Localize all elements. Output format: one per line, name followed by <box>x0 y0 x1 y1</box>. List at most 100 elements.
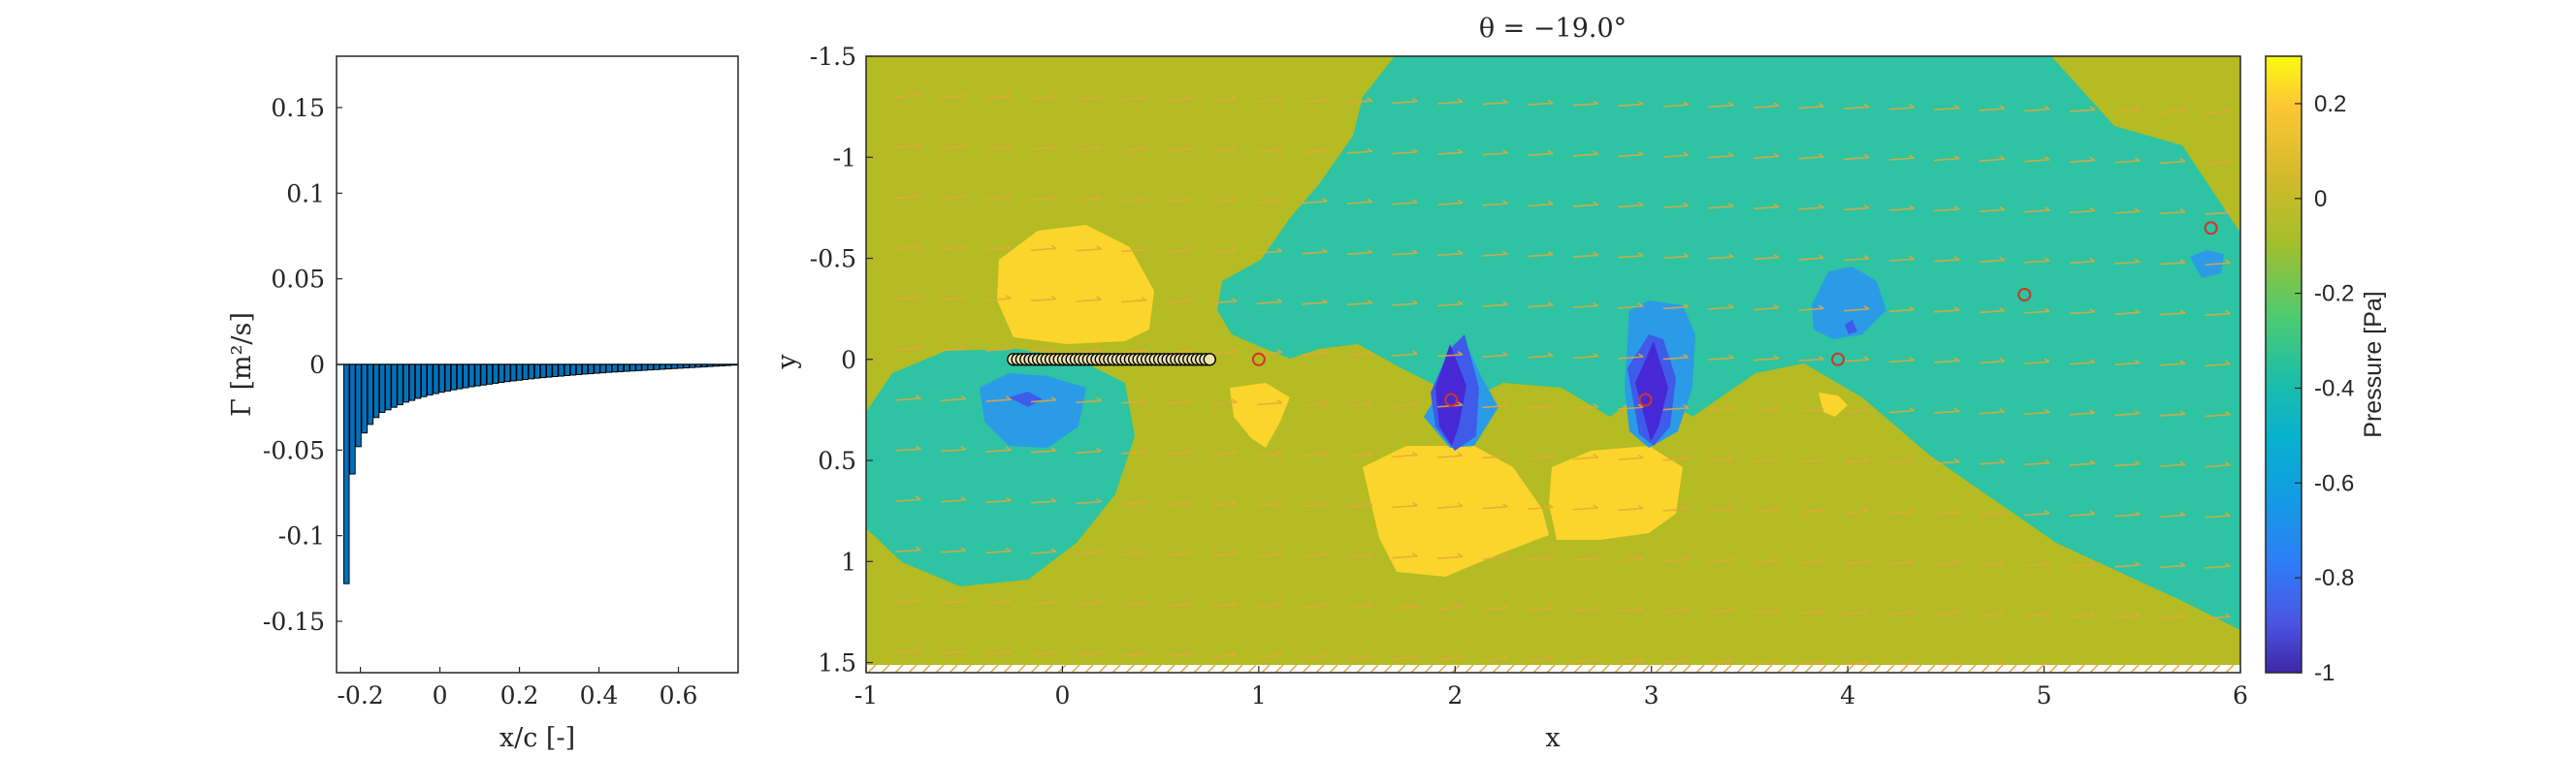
quiver-arrow <box>2159 160 2185 165</box>
quiver-arrow <box>1302 604 1328 609</box>
quiver-arrow <box>1346 301 1372 306</box>
quiver-arrow-head <box>1321 96 1328 102</box>
quiver-arrow-head <box>1141 296 1147 301</box>
quiver-arrow-head <box>1773 102 1780 107</box>
main-title: θ = −19.0° <box>1479 14 1626 44</box>
quiver-arrow <box>1437 555 1464 559</box>
quiver-arrow-head <box>1231 499 1238 505</box>
quiver-arrow-head <box>1412 350 1418 355</box>
circulation-bar <box>724 363 732 366</box>
quiver-arrow-head <box>1367 147 1373 152</box>
quiver-arrow-head <box>1727 657 1734 662</box>
quiver-arrow <box>1482 556 1508 560</box>
quiver-arrow <box>2205 615 2231 619</box>
quiver-arrow <box>895 195 921 200</box>
quiver-arrow-head <box>1006 92 1012 98</box>
quiver-arrow-head <box>1276 500 1283 505</box>
circulation-bar <box>588 363 595 375</box>
quiver-arrow-head <box>960 294 967 300</box>
quiver-arrow <box>1662 154 1689 158</box>
hatch-line <box>894 664 904 673</box>
circulation-bar <box>342 363 350 584</box>
quiver-arrow <box>895 245 921 250</box>
quiver-arrow <box>1708 205 1734 209</box>
quiver-arrow <box>1166 300 1192 303</box>
hatch-line <box>2021 664 2031 673</box>
quiver-arrow-head <box>1683 656 1690 662</box>
hatch-line <box>1492 664 1501 673</box>
hatch-line <box>1193 664 1203 673</box>
quiver-arrow <box>1888 662 1915 666</box>
quiver-arrow <box>2114 210 2141 214</box>
quiver-arrow <box>1166 653 1192 657</box>
quiver-arrow-head <box>2225 208 2231 213</box>
circulation-bar <box>486 363 494 385</box>
circulation-bar <box>605 363 613 373</box>
hatch-line <box>1315 664 1325 673</box>
quiver-arrow <box>1798 661 1824 665</box>
quiver-arrow-head <box>1457 502 1464 507</box>
quiver-arrow-head <box>2225 259 2231 265</box>
quiver-arrow-head <box>2089 359 2096 363</box>
circulation-bar <box>533 363 541 379</box>
quiver-arrow <box>940 600 966 604</box>
quiver-arrow-head <box>1186 145 1193 150</box>
hatch-line <box>1261 664 1271 673</box>
quiver-arrow <box>2024 108 2050 112</box>
quiver-arrow-head <box>1727 455 1734 460</box>
hatch-line <box>1369 664 1379 673</box>
quiver-arrow <box>1256 149 1282 153</box>
quiver-arrow <box>1528 456 1554 459</box>
quiver-arrow-head <box>2179 460 2186 465</box>
quiver-arrow <box>1798 560 1824 564</box>
plate-marker <box>1203 353 1216 366</box>
hatch-line <box>1207 664 1216 673</box>
circulation-bar <box>594 363 600 374</box>
quiver-arrow-head <box>1186 297 1193 301</box>
quiver-arrow <box>2024 614 2050 617</box>
main-y-tick-label: 1 <box>841 548 856 576</box>
quiver-arrow <box>2024 158 2050 163</box>
quiver-arrow-head <box>1141 245 1147 251</box>
quiver-arrow-head <box>1367 400 1373 405</box>
colorbar-gradient <box>2265 55 2302 674</box>
quiver-arrow <box>1979 411 2005 415</box>
quiver-arrow-head <box>1141 195 1147 201</box>
quiver-arrow-head <box>2225 360 2231 365</box>
quiver-arrow-head <box>1637 656 1644 661</box>
hatch-line <box>1967 664 1977 673</box>
quiver-arrow-head <box>2179 410 2186 415</box>
quiver-arrow <box>1302 503 1328 508</box>
quiver-arrow <box>1844 611 1870 615</box>
hatch-line <box>2035 664 2045 673</box>
quiver-arrow-head <box>2179 107 2186 112</box>
quiver-arrow <box>1798 358 1824 363</box>
quiver-arrow <box>1618 255 1644 259</box>
hatch-line <box>1519 664 1529 673</box>
quiver-arrow <box>1482 203 1508 206</box>
hatch-line <box>2048 664 2058 673</box>
quiver-arrow <box>1798 611 1824 615</box>
colorbar: 0.2 0 -0.2 -0.4 -0.6 -0.8 -1 Pressure [Pa] <box>2265 55 2387 686</box>
left-y-tick-label: 0.1 <box>286 179 325 207</box>
quiver-arrows <box>895 91 2231 671</box>
quiver-arrow <box>1844 257 1870 262</box>
circulation-bar <box>503 363 511 383</box>
quiver-arrow-head <box>1999 610 2006 615</box>
quiver-arrow <box>1030 551 1057 554</box>
quiver-arrow-head <box>1547 553 1554 559</box>
quiver-arrow <box>1753 458 1779 462</box>
quiver-arrow-head <box>1773 405 1780 410</box>
circulation-bar <box>552 363 559 378</box>
left-x-tick-label: 0 <box>433 681 448 710</box>
quiver-arrow-head <box>1953 610 1960 615</box>
colorbar-tick-label: -0.2 <box>2314 281 2354 307</box>
quiver-arrow <box>940 95 966 99</box>
quiver-arrow <box>1256 604 1282 608</box>
circulation-bar <box>378 363 386 413</box>
quiver-arrow <box>1121 602 1147 607</box>
quiver-arrow-head <box>1096 497 1102 503</box>
quiver-arrow-head <box>1547 352 1554 357</box>
quiver-arrow-head <box>1050 194 1057 199</box>
quiver-arrow-head <box>1141 347 1147 352</box>
